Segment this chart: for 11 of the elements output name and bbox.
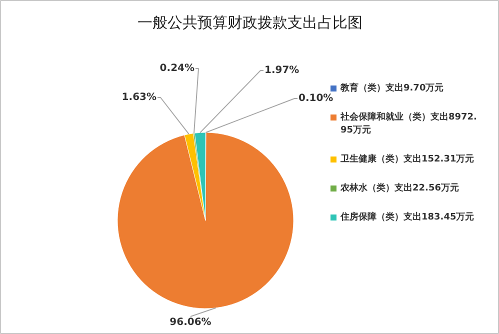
legend-label: 农林水（类）支出22.56万元: [340, 182, 459, 194]
data-label: 0.24%: [160, 63, 195, 74]
data-label: 1.63%: [122, 92, 157, 103]
legend-label: 卫生健康（类）支出152.31万元: [340, 154, 474, 164]
legend-label: 社会保障和就业（类）支出8972.95万元: [340, 112, 477, 136]
legend-label: 教育（类）支出9.70万元: [340, 82, 444, 94]
data-label: 0.10%: [298, 93, 334, 104]
data-label: 1.97%: [264, 65, 300, 76]
legend-label: 住房保障（类）支出183.45万元: [340, 212, 474, 222]
chart-title: 一般公共预算财政拨款支出占比图: [138, 14, 362, 32]
data-label: 96.06%: [170, 317, 212, 328]
